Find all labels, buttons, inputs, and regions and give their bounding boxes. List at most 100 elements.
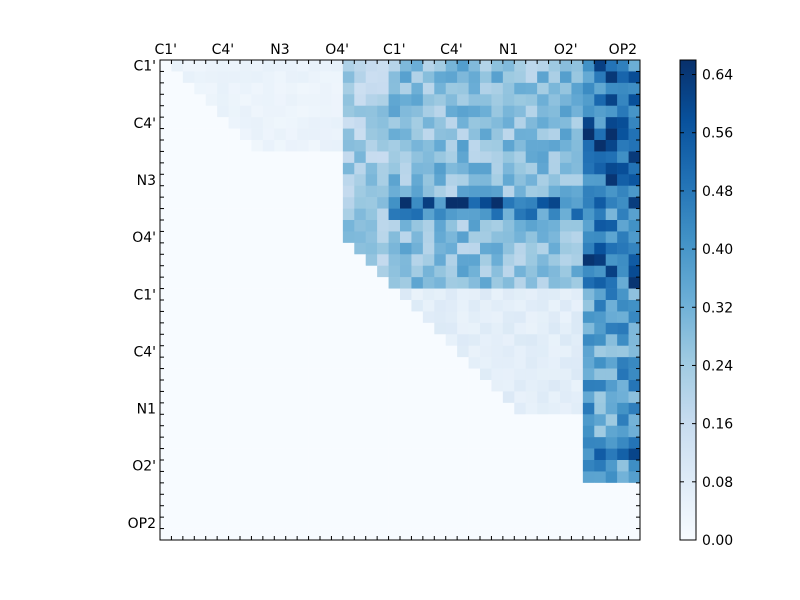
heatmap-cell: [205, 482, 218, 495]
heatmap-cell: [354, 460, 367, 472]
heatmap-cell: [217, 277, 229, 289]
heatmap-cell: [388, 94, 401, 107]
colorbar-tick-label: 0.16: [702, 417, 733, 433]
heatmap-cell: [457, 402, 469, 415]
heatmap-cell: [205, 345, 218, 358]
heatmap-cell: [514, 528, 527, 541]
heatmap-cell: [548, 174, 561, 187]
heatmap-cell: [514, 471, 527, 484]
heatmap-cell: [434, 322, 447, 335]
heatmap-cell: [171, 60, 184, 72]
heatmap-cell: [502, 105, 515, 118]
heatmap-cell: [342, 357, 355, 369]
heatmap-cell: [274, 94, 287, 107]
heatmap-cell: [548, 425, 561, 438]
heatmap-cell: [480, 94, 492, 107]
heatmap-cell: [560, 71, 572, 84]
heatmap-cell: [388, 105, 401, 118]
heatmap-cell: [525, 174, 538, 187]
heatmap-cell: [240, 231, 252, 244]
heatmap-cell: [365, 391, 378, 404]
heatmap-cell: [605, 277, 618, 289]
heatmap-cell: [514, 402, 527, 415]
heatmap-cell: [320, 471, 332, 484]
heatmap-cell: [445, 162, 458, 175]
heatmap-cell: [445, 288, 458, 301]
heatmap-cell: [422, 391, 435, 404]
heatmap-cell: [240, 60, 252, 72]
heatmap-cell: [365, 242, 378, 255]
heatmap-cell: [434, 448, 447, 461]
heatmap-cell: [365, 517, 378, 529]
heatmap-cell: [240, 117, 252, 129]
heatmap-cell: [502, 425, 515, 438]
heatmap-cell: [594, 528, 607, 541]
heatmap-cell: [617, 151, 629, 164]
heatmap-cell: [342, 254, 355, 267]
heatmap-cell: [354, 482, 367, 495]
heatmap-cell: [377, 334, 389, 347]
heatmap-cell: [354, 117, 367, 129]
heatmap-cell: [525, 140, 538, 152]
heatmap-cell: [560, 185, 572, 198]
heatmap-cell: [571, 300, 584, 312]
heatmap-cell: [251, 277, 264, 289]
heatmap-cell: [422, 265, 435, 278]
heatmap-cell: [411, 197, 424, 209]
heatmap-cell: [422, 162, 435, 175]
heatmap-cell: [285, 242, 298, 255]
heatmap-cell: [171, 254, 184, 267]
heatmap-cell: [468, 357, 481, 369]
heatmap-cell: [182, 345, 195, 358]
heatmap-cell: [285, 494, 298, 507]
heatmap-cell: [537, 174, 549, 187]
heatmap-cell: [217, 471, 229, 484]
heatmap-cell: [171, 425, 184, 438]
heatmap-cell: [628, 334, 641, 347]
heatmap-cell: [525, 517, 538, 529]
heatmap-cell: [468, 402, 481, 415]
heatmap-cell: [480, 208, 492, 221]
heatmap-cell: [160, 311, 172, 324]
heatmap-cell: [228, 265, 241, 278]
heatmap-cell: [388, 220, 401, 232]
heatmap-cell: [560, 277, 572, 289]
heatmap-cell: [377, 368, 389, 381]
heatmap-cell: [445, 151, 458, 164]
heatmap-cell: [525, 494, 538, 507]
heatmap-cell: [560, 128, 572, 141]
heatmap-cell: [228, 185, 241, 198]
heatmap-cell: [160, 208, 172, 221]
heatmap-cell: [365, 322, 378, 335]
heatmap-cell: [502, 277, 515, 289]
heatmap-cell: [342, 185, 355, 198]
heatmap-cell: [468, 208, 481, 221]
heatmap-cell: [628, 220, 641, 232]
heatmap-cell: [457, 288, 469, 301]
heatmap-cell: [445, 402, 458, 415]
heatmap-cell: [457, 528, 469, 541]
heatmap-cell: [262, 254, 275, 267]
heatmap-cell: [365, 277, 378, 289]
heatmap-cell: [548, 197, 561, 209]
heatmap-cell: [468, 505, 481, 518]
heatmap-cell: [502, 220, 515, 232]
heatmap-cell: [468, 105, 481, 118]
heatmap-cell: [365, 368, 378, 381]
heatmap-cell: [571, 174, 584, 187]
heatmap-cell: [628, 345, 641, 358]
heatmap-cell: [457, 334, 469, 347]
heatmap-cell: [228, 140, 241, 152]
heatmap-cell: [468, 345, 481, 358]
heatmap-cell: [411, 185, 424, 198]
heatmap-cell: [480, 448, 492, 461]
heatmap-cell: [388, 140, 401, 152]
heatmap-cell: [594, 334, 607, 347]
heatmap-cell: [422, 208, 435, 221]
heatmap-cell: [194, 71, 207, 84]
heatmap-cell: [217, 334, 229, 347]
heatmap-cell: [308, 128, 321, 141]
heatmap-cell: [308, 277, 321, 289]
heatmap-cell: [217, 460, 229, 472]
heatmap-cell: [297, 460, 309, 472]
